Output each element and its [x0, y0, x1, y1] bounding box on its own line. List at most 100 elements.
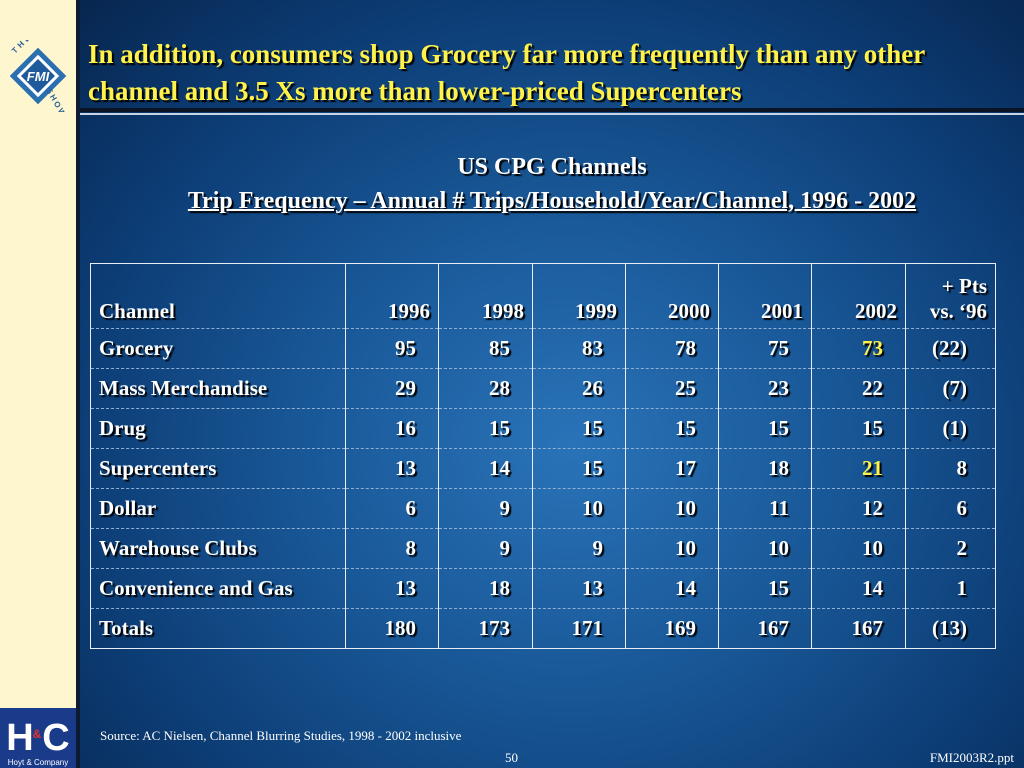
cell-1996: 29 [345, 368, 439, 409]
cell-2000: 10 [625, 488, 719, 529]
cell-2001: 11 [718, 488, 812, 529]
cell-2000: 78 [625, 328, 719, 369]
header-2001: 2001 [718, 263, 812, 329]
cell-channel: Totals [90, 608, 346, 649]
title-rule-light [80, 113, 1024, 115]
cell-2000: 10 [625, 528, 719, 569]
cell-2002: 14 [811, 568, 906, 609]
cell-1999: 13 [532, 568, 626, 609]
header-1998: 1998 [438, 263, 533, 329]
cell-1996: 16 [345, 408, 439, 449]
table-row: Supercenters 13 14 15 17 18 21 8 [90, 448, 996, 489]
cell-1999: 171 [532, 608, 626, 649]
cell-1996: 13 [345, 568, 439, 609]
page-number: 50 [505, 750, 518, 765]
header-2000: 2000 [625, 263, 719, 329]
cell-channel: Warehouse Clubs [90, 528, 346, 569]
cell-2002: 22 [811, 368, 906, 409]
table-row: Convenience and Gas 13 18 13 14 15 14 1 [90, 568, 996, 609]
cell-2001: 10 [718, 528, 812, 569]
cell-1998: 85 [438, 328, 533, 369]
cell-1998: 173 [438, 608, 533, 649]
sidebar-divider [76, 0, 80, 768]
cell-2002: 15 [811, 408, 906, 449]
cell-pts: (22) [905, 328, 996, 369]
fmi-mark-text: FMI [27, 69, 50, 84]
cell-1998: 14 [438, 448, 533, 489]
fmi-top-text: THE [10, 40, 34, 55]
cell-2002: 167 [811, 608, 906, 649]
header-pts-line1: + Pts [941, 274, 987, 298]
header-1996: 1996 [345, 263, 439, 329]
hc-h-text: H [6, 717, 33, 759]
cell-1999: 15 [532, 408, 626, 449]
cell-channel: Mass Merchandise [90, 368, 346, 409]
table-row: Dollar 6 9 10 10 11 12 6 [90, 488, 996, 529]
cell-2002-highlighted: 21 [811, 448, 906, 489]
cell-channel: Grocery [90, 328, 346, 369]
cell-1996: 13 [345, 448, 439, 489]
hc-c-text: C [42, 717, 69, 759]
cell-pts: (13) [905, 608, 996, 649]
cell-1999: 83 [532, 328, 626, 369]
cell-1996: 8 [345, 528, 439, 569]
cell-2002: 10 [811, 528, 906, 569]
cell-2001: 75 [718, 328, 812, 369]
title-rule-dark [80, 108, 1024, 112]
header-1999: 1999 [532, 263, 626, 329]
cell-1999: 15 [532, 448, 626, 489]
cell-pts: (7) [905, 368, 996, 409]
cell-pts: 1 [905, 568, 996, 609]
cell-2000: 15 [625, 408, 719, 449]
hc-amp-text: & [33, 727, 42, 741]
cell-channel: Convenience and Gas [90, 568, 346, 609]
trip-frequency-table: Channel 1996 1998 1999 2000 2001 2002 + … [90, 263, 996, 649]
cell-2001: 23 [718, 368, 812, 409]
cell-pts: (1) [905, 408, 996, 449]
cell-1998: 28 [438, 368, 533, 409]
cell-channel: Drug [90, 408, 346, 449]
cell-2002-highlighted: 73 [811, 328, 906, 369]
cell-pts: 2 [905, 528, 996, 569]
table-row: Warehouse Clubs 8 9 9 10 10 10 2 [90, 528, 996, 569]
cell-1996: 180 [345, 608, 439, 649]
cell-2000: 25 [625, 368, 719, 409]
hc-caption-text: Hoyt & Company [8, 758, 68, 767]
table-row: Mass Merchandise 29 28 26 25 23 22 (7) [90, 368, 996, 409]
cell-1998: 15 [438, 408, 533, 449]
cell-1996: 6 [345, 488, 439, 529]
table-subheading: Trip Frequency – Annual # Trips/Househol… [187, 188, 917, 214]
cell-pts: 6 [905, 488, 996, 529]
sidebar-panel [0, 0, 76, 768]
cell-2000: 14 [625, 568, 719, 609]
table-heading: US CPG Channels [457, 154, 647, 180]
header-pts-line2: vs. ‘96 [929, 299, 987, 323]
cell-1999: 10 [532, 488, 626, 529]
cell-2001: 15 [718, 408, 812, 449]
cell-1996: 95 [345, 328, 439, 369]
table-row: Drug 16 15 15 15 15 15 (1) [90, 408, 996, 449]
cell-pts: 8 [905, 448, 996, 489]
header-pts: + Pts vs. ‘96 [905, 263, 996, 329]
footer-file-code: FMI2003R2.ppt [929, 750, 1014, 765]
fmi-show-logo-icon: FMI THE SHOW [9, 40, 69, 112]
header-2002: 2002 [811, 263, 906, 329]
cell-1998: 18 [438, 568, 533, 609]
cell-1999: 26 [532, 368, 626, 409]
cell-1998: 9 [438, 488, 533, 529]
cell-2001: 167 [718, 608, 812, 649]
cell-1999: 9 [532, 528, 626, 569]
table-row-totals: Totals 180 173 171 169 167 167 (13) [90, 608, 996, 649]
cell-2001: 15 [718, 568, 812, 609]
cell-channel: Dollar [90, 488, 346, 529]
header-channel: Channel [90, 263, 346, 329]
table-row: Grocery 95 85 83 78 75 73 (22) [90, 328, 996, 369]
cell-2000: 169 [625, 608, 719, 649]
cell-2002: 12 [811, 488, 906, 529]
cell-2001: 18 [718, 448, 812, 489]
cell-1998: 9 [438, 528, 533, 569]
cell-2000: 17 [625, 448, 719, 489]
slide-title: In addition, consumers shop Grocery far … [88, 39, 925, 106]
cell-channel: Supercenters [90, 448, 346, 489]
source-note: Source: AC Nielsen, Channel Blurring Stu… [100, 728, 462, 743]
